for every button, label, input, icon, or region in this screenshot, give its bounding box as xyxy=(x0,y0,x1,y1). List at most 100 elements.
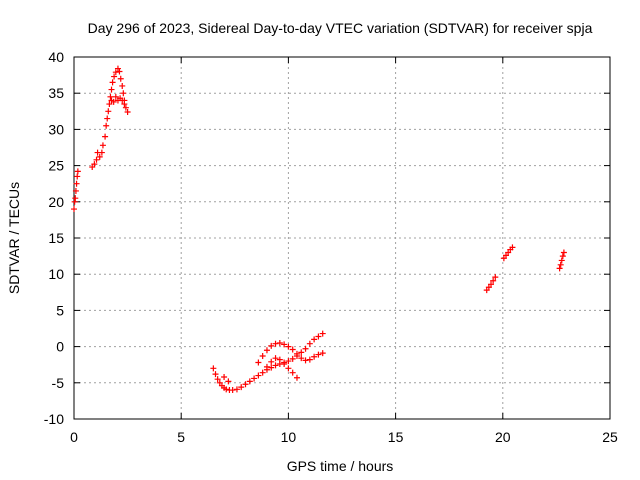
data-point xyxy=(71,198,78,205)
data-point xyxy=(99,142,106,149)
data-point xyxy=(557,261,564,268)
y-tick-label: 5 xyxy=(56,302,64,318)
data-point xyxy=(302,345,309,352)
y-tick-label: 0 xyxy=(56,339,64,355)
data-point xyxy=(289,355,296,362)
data-point xyxy=(259,353,266,360)
data-point xyxy=(74,168,81,175)
data-point xyxy=(116,68,123,75)
chart-title: Day 296 of 2023, Sidereal Day-to-day VTE… xyxy=(88,20,593,36)
y-tick-label: 25 xyxy=(48,158,64,174)
data-point xyxy=(106,101,113,108)
data-point xyxy=(120,90,127,97)
data-point xyxy=(272,340,279,347)
data-point xyxy=(238,384,245,391)
data-point xyxy=(109,79,116,86)
data-point xyxy=(268,364,275,371)
y-tick-label: 10 xyxy=(48,266,64,282)
data-point xyxy=(311,336,318,343)
data-point xyxy=(246,378,253,385)
data-point xyxy=(285,343,292,350)
data-point xyxy=(108,86,115,93)
data-point xyxy=(281,360,288,367)
data-point xyxy=(71,206,77,213)
x-tick-label: 15 xyxy=(388,429,404,445)
data-point xyxy=(107,93,114,100)
data-point xyxy=(223,386,230,393)
series-segment-late xyxy=(483,244,567,294)
y-axis-title: SDTVAR / TECUs xyxy=(6,182,22,294)
data-point xyxy=(272,362,279,369)
x-tick-label: 10 xyxy=(281,429,297,445)
data-point xyxy=(319,330,326,337)
x-tick-label: 25 xyxy=(602,429,618,445)
data-point xyxy=(112,69,119,76)
data-point xyxy=(96,153,103,160)
data-point xyxy=(311,353,318,360)
data-point xyxy=(315,333,322,340)
data-point xyxy=(121,101,128,108)
x-tick-label: 5 xyxy=(177,429,185,445)
data-point xyxy=(298,349,305,356)
data-point xyxy=(93,156,100,163)
data-point xyxy=(276,339,283,346)
data-points xyxy=(71,65,567,394)
data-point xyxy=(263,347,270,354)
data-point xyxy=(293,350,300,357)
data-point xyxy=(319,350,326,357)
y-tick-label: 20 xyxy=(48,194,64,210)
y-tick-label: 15 xyxy=(48,230,64,246)
data-point xyxy=(214,376,221,383)
data-point xyxy=(111,73,118,80)
data-point xyxy=(509,244,516,251)
series-segment-midday xyxy=(210,330,326,394)
data-point xyxy=(119,97,126,104)
data-point xyxy=(74,173,81,180)
axes: 0 5 10 15 20 25 -10 -5 0 5 10 15 20 25 30 35 40 xyxy=(44,49,618,445)
y-tick-label: 35 xyxy=(48,85,64,101)
grid xyxy=(74,57,610,419)
data-point xyxy=(212,371,219,378)
y-tick-label: -10 xyxy=(44,411,64,427)
data-point xyxy=(72,187,79,194)
data-point xyxy=(302,357,309,364)
data-point xyxy=(119,82,126,89)
x-tick-label: 0 xyxy=(70,429,78,445)
data-point xyxy=(492,274,499,281)
data-point xyxy=(225,378,232,385)
data-point xyxy=(560,249,567,256)
data-point xyxy=(233,386,240,393)
data-point xyxy=(72,195,79,202)
data-point xyxy=(268,342,275,349)
data-point xyxy=(255,372,262,379)
data-point xyxy=(276,356,283,363)
data-point xyxy=(91,161,98,168)
data-point xyxy=(289,369,296,376)
data-point xyxy=(285,358,292,365)
y-tick-label: 30 xyxy=(48,121,64,137)
data-point xyxy=(306,340,313,347)
data-point xyxy=(112,93,119,100)
y-tick-label: -5 xyxy=(52,375,65,391)
data-point xyxy=(103,122,110,129)
x-axis-title: GPS time / hours xyxy=(287,458,394,474)
data-point xyxy=(263,363,270,370)
data-point xyxy=(268,358,275,365)
data-point xyxy=(490,277,497,284)
data-point xyxy=(281,341,288,348)
data-point xyxy=(221,374,228,381)
data-point xyxy=(110,98,117,105)
data-point xyxy=(259,369,266,376)
data-point xyxy=(229,387,236,394)
data-point xyxy=(488,281,495,288)
data-point xyxy=(251,375,258,382)
data-point xyxy=(102,133,109,140)
data-point xyxy=(255,359,262,366)
data-point xyxy=(117,75,124,82)
data-point xyxy=(122,104,129,111)
series-segment-early xyxy=(71,65,131,213)
data-point xyxy=(124,109,131,116)
data-point xyxy=(272,355,279,362)
data-point xyxy=(298,355,305,362)
